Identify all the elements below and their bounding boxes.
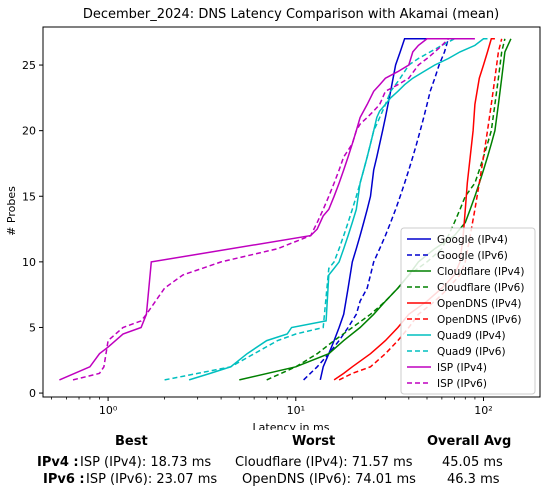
legend-box xyxy=(400,227,536,395)
legend: Google (IPv4) Google (IPv6) Cloudflare (IP… xyxy=(400,227,536,395)
y-tick-label-2: 10 xyxy=(22,256,36,269)
axis-ticks: 10⁰ 10¹ 10² 0 5 10 15 20 25 xyxy=(22,59,493,417)
series-line-0 xyxy=(319,38,457,381)
legend-label-8: ISP (IPv4) xyxy=(437,362,487,374)
y-tick-label-4: 20 xyxy=(22,125,36,138)
x-axis-label: Latency in ms xyxy=(253,421,330,430)
series-line-8 xyxy=(59,38,475,381)
y-axis-label: # Probes xyxy=(5,186,18,236)
legend-label-2: Cloudflare (IPv4) xyxy=(437,266,524,278)
legend-label-4: OpenDNS (IPv4) xyxy=(437,298,522,310)
header-worst: Worst xyxy=(292,434,336,449)
avg-ipv4: 45.05 ms xyxy=(442,455,503,470)
legend-label-0: Google (IPv4) xyxy=(437,234,508,246)
y-tick-label-3: 15 xyxy=(22,190,36,203)
y-tick-label-5: 25 xyxy=(22,59,36,72)
legend-label-7: Quad9 (IPv6) xyxy=(437,346,506,358)
best-ipv4: ISP (IPv4): 18.73 ms xyxy=(80,455,212,470)
best-ipv6: ISP (IPv6): 23.07 ms xyxy=(86,472,218,487)
worst-ipv4: Cloudflare (IPv4): 71.57 ms xyxy=(235,455,413,470)
x-tick-label-0: 10⁰ xyxy=(99,404,118,417)
header-best: Best xyxy=(115,434,148,449)
series-line-9 xyxy=(72,38,455,381)
avg-ipv6: 46.3 ms xyxy=(447,472,500,487)
x-tick-label-2: 10² xyxy=(474,404,492,417)
worst-ipv6: OpenDNS (IPv6): 74.01 ms xyxy=(242,472,416,487)
row-label-ipv6: IPv6 : xyxy=(43,472,85,487)
plot-frame xyxy=(42,26,541,398)
row-label-ipv4: IPv4 : xyxy=(37,455,79,470)
series-line-7 xyxy=(164,38,466,381)
y-tick-label-0: 0 xyxy=(29,387,36,400)
legend-label-1: Google (IPv6) xyxy=(437,250,508,262)
x-tick-label-1: 10¹ xyxy=(287,404,305,417)
legend-label-6: Quad9 (IPv4) xyxy=(437,330,506,342)
header-overall-avg: Overall Avg xyxy=(427,434,512,449)
legend-label-3: Cloudflare (IPv6) xyxy=(437,282,524,294)
chart-title: December_2024: DNS Latency Comparison wi… xyxy=(83,7,499,22)
legend-label-5: OpenDNS (IPv6) xyxy=(437,314,522,326)
legend-label-9: ISP (IPv6) xyxy=(437,378,487,390)
y-tick-label-1: 5 xyxy=(29,321,36,334)
chart: December_2024: DNS Latency Comparison wi… xyxy=(5,7,541,430)
series-line-1 xyxy=(303,38,460,381)
